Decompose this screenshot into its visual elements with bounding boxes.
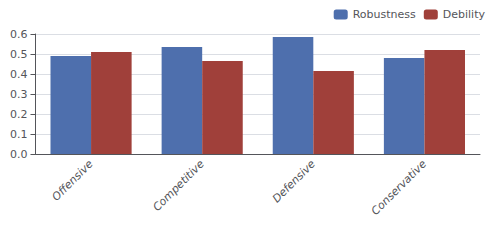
svg-text:Offensive: Offensive bbox=[49, 157, 95, 203]
svg-text:Competitive: Competitive bbox=[150, 157, 207, 214]
svg-text:0.4: 0.4 bbox=[10, 68, 28, 81]
svg-text:0.0: 0.0 bbox=[10, 148, 28, 161]
svg-text:Debility: Debility bbox=[443, 8, 486, 21]
svg-text:Robustness: Robustness bbox=[353, 8, 416, 21]
svg-text:Defensive: Defensive bbox=[270, 157, 318, 205]
svg-text:0.5: 0.5 bbox=[10, 48, 28, 61]
svg-text:0.3: 0.3 bbox=[10, 88, 28, 101]
svg-text:0.6: 0.6 bbox=[10, 28, 28, 41]
svg-text:0.2: 0.2 bbox=[10, 108, 28, 121]
svg-text:Conservative: Conservative bbox=[369, 157, 429, 217]
svg-text:0.1: 0.1 bbox=[10, 128, 28, 141]
